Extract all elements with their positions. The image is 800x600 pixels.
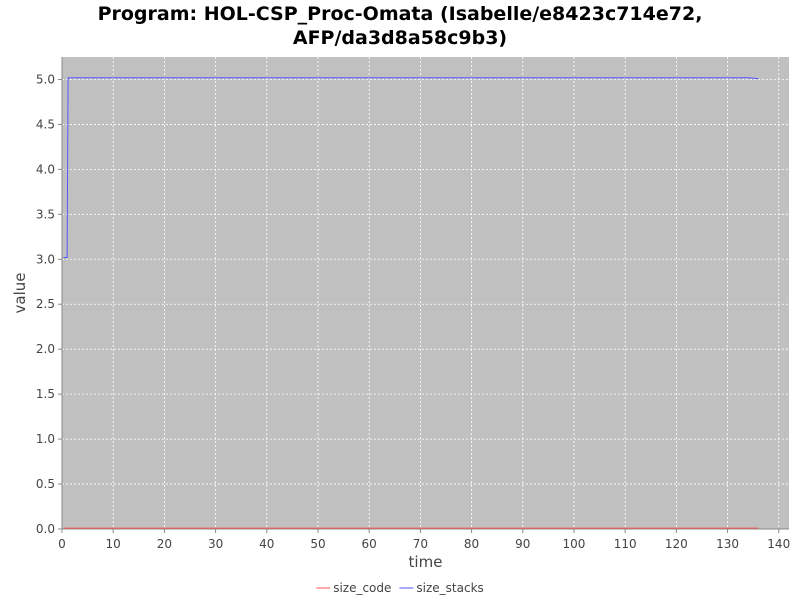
chart-title-line-1: Program: HOL-CSP_Proc-Omata (Isabelle/e8… (97, 3, 703, 25)
x-tick-label: 60 (362, 537, 377, 551)
x-axis-label: time (409, 553, 443, 571)
y-tick-label: 1.0 (36, 432, 55, 446)
x-tick-label: 120 (665, 537, 688, 551)
x-tick-label: 100 (563, 537, 586, 551)
series-line-size-stacks (63, 77, 759, 258)
y-tick-label: 2.0 (36, 342, 55, 356)
chart-title: Program: HOL-CSP_Proc-Omata (Isabelle/e8… (0, 2, 800, 50)
y-tick-label: 4.0 (36, 162, 55, 176)
y-tick-label: 3.5 (36, 207, 55, 221)
plot-area (62, 57, 789, 529)
y-tick-label: 5.0 (36, 72, 55, 86)
x-tick-label: 130 (716, 537, 739, 551)
y-tick-label: 4.5 (36, 117, 55, 131)
x-tick-label: 20 (157, 537, 172, 551)
x-tick-label: 40 (259, 537, 274, 551)
y-axis-label: value (11, 273, 29, 314)
x-tick-label: 70 (413, 537, 428, 551)
x-tick-label: 110 (614, 537, 637, 551)
x-tick-label: 10 (106, 537, 121, 551)
chart-title-line-2: AFP/da3d8a58c9b3) (292, 27, 508, 49)
x-tick-label: 90 (515, 537, 530, 551)
x-tick-label: 30 (208, 537, 223, 551)
x-tick-label: 80 (464, 537, 479, 551)
x-tick-label: 50 (310, 537, 325, 551)
y-tick-label: 3.0 (36, 252, 55, 266)
x-tick-label: 140 (767, 537, 790, 551)
y-tick-label: 2.5 (36, 297, 55, 311)
legend-label-size-code: size_code (333, 581, 391, 595)
y-tick-label: 0.5 (36, 477, 55, 491)
y-tick-label: 0.0 (36, 522, 55, 536)
legend-label-size-stacks: size_stacks (416, 581, 483, 595)
x-tick-label: 0 (58, 537, 66, 551)
y-tick-label: 1.5 (36, 387, 55, 401)
